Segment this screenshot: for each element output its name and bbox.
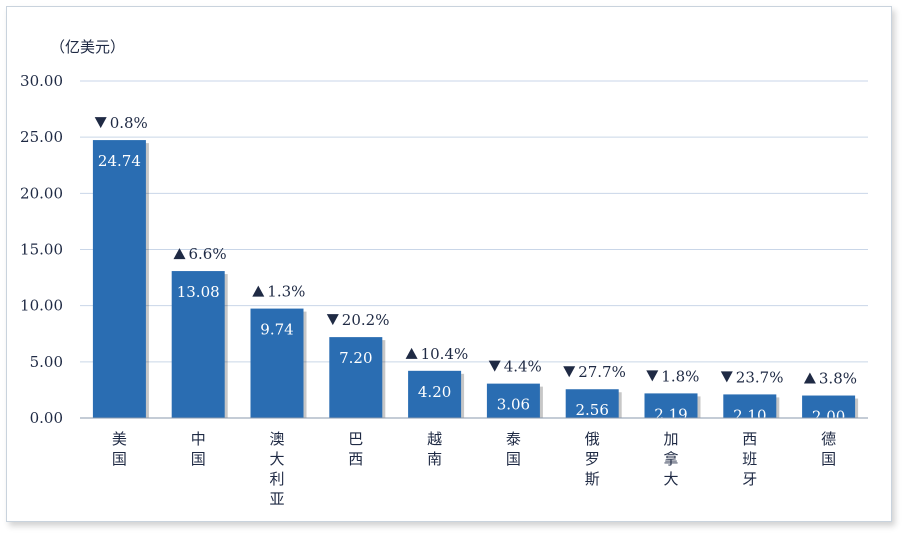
decrease-triangle-icon (563, 366, 576, 378)
x-category-label: 加拿大 (663, 430, 678, 488)
x-category-label: 泰国 (506, 430, 521, 468)
decrease-triangle-icon (720, 371, 733, 383)
y-tick-label: 15.00 (20, 241, 63, 259)
y-tick-label: 10.00 (20, 297, 63, 315)
x-category-label: 越南 (427, 430, 442, 468)
bar (329, 337, 383, 418)
increase-triangle-icon (173, 248, 186, 260)
bar-value-label: 2.19 (654, 405, 687, 423)
change-percent-label: 6.6% (189, 245, 227, 263)
bar-value-label: 2.56 (575, 401, 608, 419)
bar (723, 394, 777, 418)
y-axis-ticks: 0.00 5.00 10.00 15.00 20.00 25.00 30.00 (20, 72, 63, 427)
y-tick-label: 25.00 (20, 128, 63, 146)
x-category-label: 澳大利亚 (269, 430, 284, 508)
x-category-label: 中国 (191, 430, 206, 468)
x-axis-categories: 美国 中国 澳大利亚 巴西 越南 泰国 俄罗斯 加拿大 西班牙 德国 (112, 430, 836, 508)
decrease-triangle-icon (326, 314, 339, 326)
bar-value-label: 13.08 (177, 283, 220, 301)
y-tick-label: 30.00 (20, 72, 63, 90)
bar-value-label: 2.10 (733, 406, 766, 424)
change-labels: 0.8% 6.6% 1.3% 20.2% 10.4% 4.4% 27.7% 1.8% 23.7%… (94, 114, 857, 388)
increase-triangle-icon (252, 285, 265, 297)
bar-value-label: 24.74 (98, 152, 141, 170)
chart-frame (6, 6, 892, 522)
bar (250, 308, 304, 418)
increase-triangle-icon (405, 347, 418, 359)
bar (171, 271, 225, 418)
bars (92, 140, 859, 418)
change-percent-label: 1.8% (661, 367, 699, 385)
bar-value-label: 2.00 (812, 408, 845, 426)
increase-triangle-icon (803, 372, 816, 384)
change-percent-label: 23.7% (736, 368, 784, 386)
change-percent-label: 10.4% (421, 345, 469, 363)
x-category-label: 巴西 (348, 430, 363, 468)
change-percent-label: 4.4% (504, 358, 542, 376)
bar (92, 140, 146, 418)
bar-value-label: 9.74 (260, 321, 293, 339)
change-percent-label: 1.3% (267, 283, 305, 301)
bar (408, 370, 462, 418)
bar (565, 389, 619, 418)
bar (802, 395, 856, 418)
x-category-label: 西班牙 (742, 430, 757, 488)
change-percent-label: 20.2% (342, 311, 390, 329)
y-axis-unit-label: （亿美元） (50, 38, 125, 56)
bar-value-label: 7.20 (339, 349, 372, 367)
change-percent-label: 27.7% (578, 363, 626, 381)
bar-value-label: 3.06 (497, 396, 530, 414)
decrease-triangle-icon (94, 117, 107, 129)
decrease-triangle-icon (646, 370, 659, 382)
value-labels: 24.74 13.08 9.74 7.20 4.20 3.06 2.56 2.19 2.10 2.… (98, 152, 845, 425)
x-category-label: 俄罗斯 (585, 430, 600, 488)
bar (644, 393, 698, 418)
bar (486, 383, 540, 418)
change-percent-label: 0.8% (110, 114, 148, 132)
x-category-label: 德国 (821, 430, 836, 468)
change-percent-label: 3.8% (819, 370, 857, 388)
y-tick-label: 5.00 (30, 353, 63, 371)
x-category-label: 美国 (112, 430, 127, 468)
decrease-triangle-icon (488, 360, 501, 372)
y-tick-label: 20.00 (20, 184, 63, 202)
y-tick-label: 0.00 (30, 409, 63, 427)
bar-value-label: 4.20 (418, 383, 451, 401)
